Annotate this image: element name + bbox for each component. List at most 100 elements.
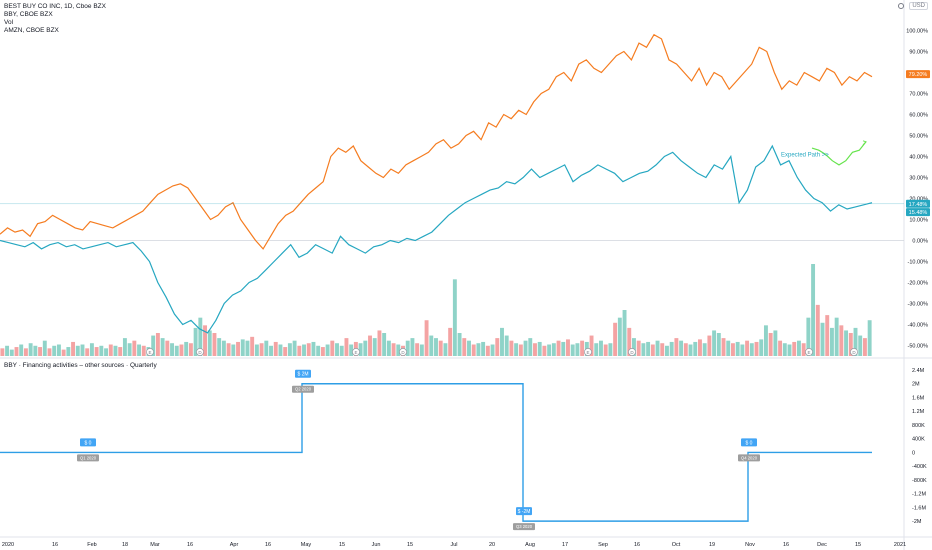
volume-bar xyxy=(570,344,575,356)
volume-bar xyxy=(707,335,712,356)
bby-last-value-label-2-bg xyxy=(906,208,930,217)
earnings-marker[interactable] xyxy=(805,348,813,356)
volume-bar xyxy=(556,340,561,356)
time-axis-label: Nov xyxy=(745,542,755,548)
volume-bar xyxy=(796,340,801,356)
indicator-period-label: Q4 2020 xyxy=(741,455,758,460)
volume-bar xyxy=(330,340,335,356)
volume-bar xyxy=(5,345,10,356)
volume-bar xyxy=(693,341,698,356)
volume-bar xyxy=(768,333,773,356)
volume-bar xyxy=(589,335,594,356)
earnings-marker[interactable] xyxy=(146,348,154,356)
indicator-value-label-bg xyxy=(516,507,532,516)
volume-bar xyxy=(792,341,797,356)
volume-bar xyxy=(396,344,401,356)
legend-volume[interactable]: Vol xyxy=(4,19,14,26)
indicator-value-label-bg xyxy=(295,369,311,378)
indicator-scale-tick: 2.4M xyxy=(912,368,925,374)
earnings-marker[interactable] xyxy=(584,348,592,356)
indicator-scale-tick: 2M xyxy=(912,382,920,388)
volume-bar xyxy=(254,344,259,356)
earnings-marker[interactable] xyxy=(352,348,360,356)
time-axis-label: 16 xyxy=(783,542,789,548)
time-axis-label: 19 xyxy=(709,542,715,548)
dividend-marker[interactable] xyxy=(850,348,858,356)
volume-bar xyxy=(28,343,33,356)
volume-bar xyxy=(165,340,170,356)
volume-bar xyxy=(198,317,203,356)
indicator-step-line[interactable] xyxy=(0,383,872,522)
volume-bar xyxy=(316,345,321,356)
volume-bar xyxy=(448,327,453,356)
dividend-marker[interactable] xyxy=(628,348,636,356)
volume-bar xyxy=(627,327,632,356)
indicator-value-label: $ -2M xyxy=(518,509,531,515)
volume-bar xyxy=(580,340,585,356)
volume-bar xyxy=(155,333,160,356)
bby-last-value-label-bg xyxy=(906,199,930,208)
volume-bar xyxy=(547,344,552,356)
indicator-period-label-bg xyxy=(738,454,760,462)
volume-bar xyxy=(226,343,231,356)
time-axis-label: 2021 xyxy=(894,542,906,548)
volume-bar xyxy=(339,345,344,356)
amzn-line[interactable] xyxy=(0,33,873,250)
bby-line[interactable] xyxy=(0,144,873,334)
price-scale-tick: 70.00% xyxy=(909,92,928,98)
volume-bar xyxy=(848,333,853,356)
volume-bar xyxy=(509,340,514,356)
volume-bar xyxy=(603,344,608,356)
currency-tag[interactable]: USD xyxy=(909,2,928,10)
indicator-scale-tick: -1.2M xyxy=(912,492,926,498)
dividend-marker[interactable] xyxy=(196,348,204,356)
volume-bar xyxy=(52,345,57,356)
indicator-period-label: Q3 2020 xyxy=(516,524,533,529)
time-axis-label: 17 xyxy=(562,542,568,548)
volume-bar xyxy=(419,344,424,356)
volume-bar xyxy=(382,333,387,356)
price-scale-tick: -30.00% xyxy=(908,302,929,308)
expected-path-annotation: Expected Path >> xyxy=(781,153,829,159)
volume-bar xyxy=(551,343,556,356)
indicator-scale-tick: -400K xyxy=(912,464,927,470)
volume-bar xyxy=(636,340,641,356)
time-axis-label: 2020 xyxy=(2,542,14,548)
volume-bar xyxy=(754,341,759,356)
legend-compare-bby[interactable]: BBY, CBOE BZX xyxy=(4,11,53,18)
dividend-marker[interactable] xyxy=(399,348,407,356)
volume-bar xyxy=(94,347,99,356)
volume-bar xyxy=(56,344,61,356)
volume-bar xyxy=(490,344,495,356)
indicator-period-label-bg xyxy=(513,523,535,531)
expected-path-arrowhead xyxy=(862,140,867,146)
volume-bar xyxy=(815,304,820,356)
indicator-value-label-bg xyxy=(741,438,757,447)
volume-bar xyxy=(297,345,302,356)
legend-main-symbol[interactable]: BEST BUY CO INC, 1D, Cboe BZX xyxy=(4,3,106,10)
volume-bar xyxy=(566,339,570,356)
indicator-title[interactable]: BBY · Financing activities – other sourc… xyxy=(4,362,157,369)
volume-bar xyxy=(335,343,339,356)
volume-bar xyxy=(160,338,165,356)
volume-bar xyxy=(655,340,660,356)
volume-bar xyxy=(669,341,674,356)
volume-bar xyxy=(203,325,207,356)
volume-bar xyxy=(853,327,858,356)
expected-path-line[interactable] xyxy=(811,141,867,166)
amzn-last-value-label-bg xyxy=(906,70,930,79)
volume-bar xyxy=(735,341,740,356)
volume-bar xyxy=(504,335,509,356)
volume-bar xyxy=(221,340,226,356)
time-axis-label: Aug xyxy=(525,542,535,548)
time-axis-label: Apr xyxy=(230,542,239,548)
volume-bar xyxy=(85,348,90,356)
volume-bar xyxy=(452,279,457,356)
volume-bar xyxy=(622,310,627,356)
gear-icon[interactable] xyxy=(897,2,905,10)
volume-bar xyxy=(14,347,19,356)
legend-compare-amzn[interactable]: AMZN, CBOE BZX xyxy=(4,27,59,34)
volume-bar xyxy=(217,338,222,356)
